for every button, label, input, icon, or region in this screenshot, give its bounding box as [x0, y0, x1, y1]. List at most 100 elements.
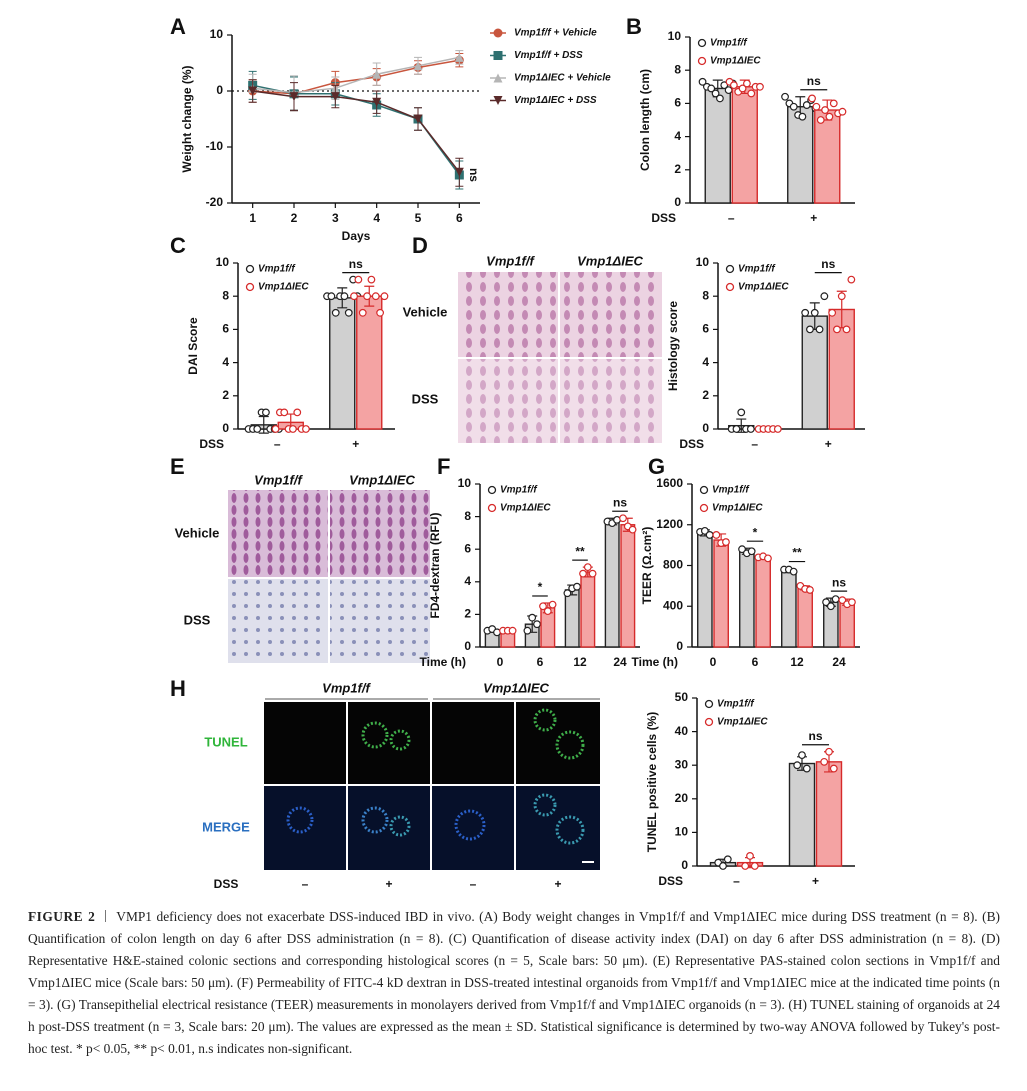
condition-label: DSS: [214, 877, 239, 891]
x-tick-label: +: [810, 211, 817, 225]
data-point: [750, 862, 759, 870]
bar: [839, 601, 855, 648]
data-point: [829, 99, 838, 108]
y-tick-label: 10: [668, 29, 682, 43]
pas-image: [228, 579, 328, 663]
image-column-label: Vmp1ΔIEC: [483, 680, 549, 695]
data-point: [829, 764, 838, 773]
image-row-label: Vehicle: [175, 525, 220, 540]
data-point: [539, 602, 547, 611]
bar: [329, 297, 356, 430]
marker: [289, 92, 299, 102]
data-point: [724, 86, 733, 95]
significance-label: **: [792, 546, 802, 560]
data-point: [380, 292, 389, 301]
data-point: [798, 112, 807, 121]
marker: [248, 86, 258, 96]
legend-label: Vmp1ΔIEC + Vehicle: [514, 73, 611, 84]
data-point: [747, 547, 756, 556]
y-tick-label: 10: [458, 476, 472, 490]
data-point: [789, 102, 798, 111]
tunel-images: [264, 702, 600, 870]
data-point: [826, 602, 835, 611]
significance-label: ns: [807, 74, 821, 88]
data-point: [253, 425, 262, 433]
data-point: [523, 626, 532, 635]
data-point: [828, 308, 837, 317]
data-point: [344, 308, 353, 317]
x-tick-label: 6: [537, 655, 544, 669]
y-tick-label: 8: [674, 62, 681, 76]
significance-label: **: [575, 544, 585, 558]
x-tick-label: –: [733, 874, 740, 888]
caption-text: VMP1 deficiency does not exacerbate DSS-…: [28, 909, 1001, 1056]
data-point: [363, 292, 371, 301]
legend-marker: [245, 282, 255, 292]
y-axis-label: FD4-dextran (RFU): [428, 512, 442, 618]
legend-label: Vmp1ΔIEC: [712, 503, 763, 514]
data-point: [808, 94, 816, 103]
data-point: [848, 598, 856, 607]
image-column-label: Vmp1f/f: [254, 472, 303, 487]
significance-label: ns: [832, 575, 846, 589]
y-tick-label: 8: [222, 288, 229, 302]
y-tick-label: 0: [222, 421, 229, 435]
legend-label: Vmp1f/f + Vehicle: [514, 28, 597, 39]
data-point: [331, 308, 340, 317]
bar: [580, 571, 596, 648]
x-axis-label: Time (h): [420, 655, 466, 669]
y-tick-label: 2: [674, 162, 681, 176]
marker: [493, 96, 503, 105]
data-point: [798, 751, 806, 760]
data-point: [707, 84, 716, 93]
error-bar: [258, 415, 269, 434]
x-tick-label: 0: [497, 655, 504, 669]
data-point: [825, 112, 834, 121]
image-row-label: TUNEL: [204, 734, 247, 749]
legend-label: Vmp1ΔIEC: [738, 282, 789, 293]
marker: [330, 92, 340, 102]
data-point: [746, 852, 754, 860]
bar: [787, 106, 814, 204]
he-image: [458, 359, 558, 443]
x-axis-label: DSS: [199, 437, 224, 451]
data-point: [350, 292, 358, 301]
x-tick-label: –: [728, 211, 735, 225]
y-tick-label: 10: [675, 825, 689, 839]
x-tick-label: –: [274, 437, 281, 451]
data-point: [548, 600, 557, 609]
legend-marker: [487, 503, 497, 513]
bar: [731, 86, 758, 204]
data-point: [816, 116, 825, 124]
data-point: [789, 567, 798, 576]
data-point: [705, 531, 714, 539]
bar: [755, 556, 771, 648]
y-tick-label: 50: [675, 690, 689, 704]
pas-image: [330, 490, 430, 577]
bar: [356, 295, 383, 430]
data-point: [371, 292, 380, 301]
data-point: [711, 89, 720, 98]
bar: [697, 532, 713, 648]
data-point: [747, 89, 756, 98]
legend-label: Vmp1ΔIEC: [500, 503, 551, 514]
legend-label: Vmp1ΔIEC: [258, 282, 309, 293]
data-point: [354, 275, 363, 284]
legend-label: Vmp1ΔIEC: [710, 56, 761, 67]
data-point: [737, 408, 746, 417]
data-point: [698, 77, 707, 86]
image-column-label: Vmp1f/f: [486, 253, 535, 268]
data-point: [376, 308, 385, 317]
y-tick-label: -10: [206, 139, 224, 153]
x-axis-label: DSS: [651, 211, 676, 225]
bar: [781, 569, 797, 648]
data-point: [367, 275, 376, 284]
bar: [564, 589, 580, 648]
data-point: [588, 569, 597, 578]
y-tick-label: 0: [702, 421, 709, 435]
panel-label: B: [626, 14, 642, 39]
data-point: [729, 81, 738, 90]
panel-label: F: [437, 454, 450, 479]
y-axis-label: Histology score: [666, 301, 680, 391]
